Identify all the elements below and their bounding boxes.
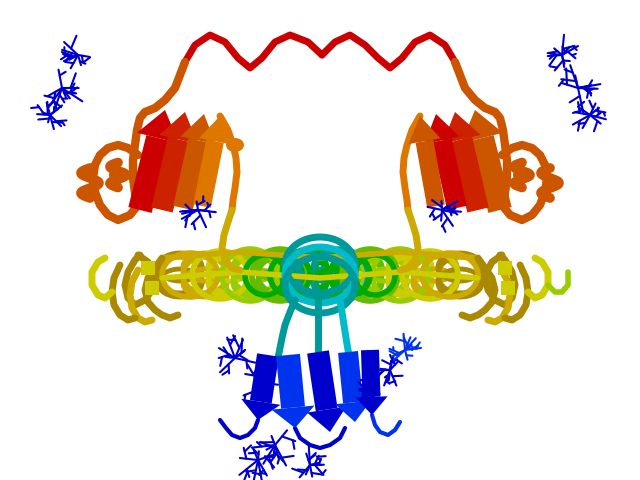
- Polygon shape: [307, 407, 346, 432]
- Polygon shape: [129, 135, 170, 213]
- Polygon shape: [141, 261, 155, 275]
- Polygon shape: [173, 138, 208, 210]
- Polygon shape: [276, 354, 305, 408]
- Polygon shape: [432, 138, 467, 210]
- Polygon shape: [307, 350, 337, 411]
- Polygon shape: [137, 110, 179, 143]
- Polygon shape: [199, 116, 231, 144]
- Polygon shape: [424, 114, 460, 144]
- Polygon shape: [145, 281, 159, 295]
- Polygon shape: [461, 110, 503, 143]
- Polygon shape: [361, 350, 380, 397]
- Polygon shape: [151, 137, 189, 213]
- Ellipse shape: [513, 168, 531, 182]
- Polygon shape: [335, 401, 371, 422]
- Polygon shape: [451, 137, 489, 213]
- Polygon shape: [180, 114, 216, 144]
- Polygon shape: [408, 116, 440, 144]
- Polygon shape: [159, 112, 198, 144]
- Polygon shape: [338, 351, 363, 403]
- Ellipse shape: [226, 138, 244, 152]
- Polygon shape: [442, 112, 481, 144]
- Polygon shape: [241, 399, 280, 420]
- Polygon shape: [415, 140, 445, 207]
- Polygon shape: [498, 261, 512, 275]
- Ellipse shape: [109, 168, 127, 182]
- Polygon shape: [501, 281, 515, 295]
- Polygon shape: [193, 139, 224, 208]
- Polygon shape: [470, 135, 511, 213]
- Polygon shape: [355, 396, 388, 415]
- Polygon shape: [271, 406, 314, 428]
- Polygon shape: [250, 353, 279, 404]
